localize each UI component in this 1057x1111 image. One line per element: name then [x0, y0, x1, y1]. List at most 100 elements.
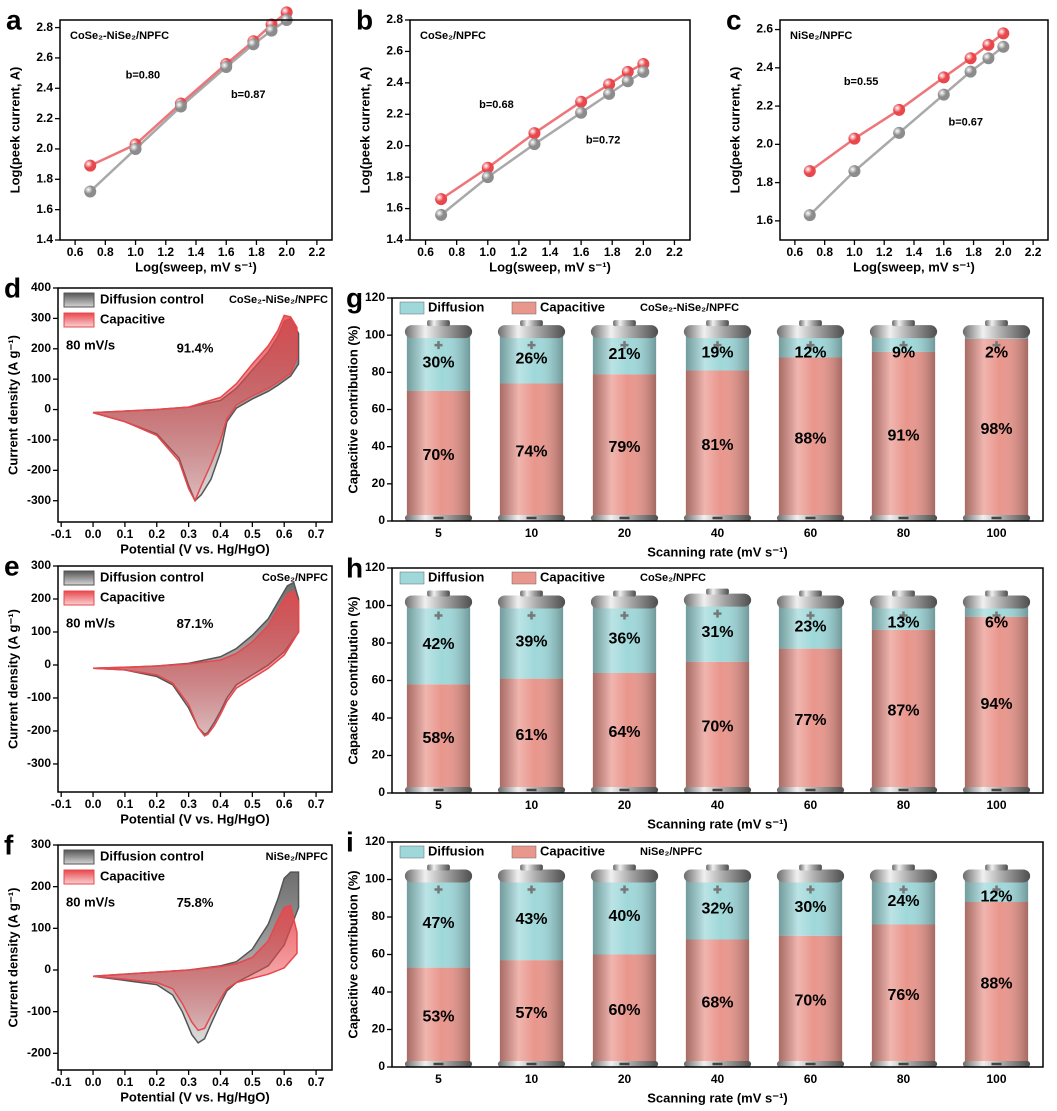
panel: c Log(sweep, mV s⁻¹) Log(peek current, A) 1… [726, 4, 1049, 274]
x-tick-label: 0.2 [148, 797, 165, 811]
x-tick-label: 2.2 [666, 245, 683, 259]
value-label: 26% [515, 351, 547, 368]
value-label: 61% [515, 727, 547, 744]
y-tick-label: -300 [27, 756, 51, 770]
value-label: 53% [422, 1009, 454, 1026]
legend-label: Capacitive [540, 299, 605, 314]
x-tick-label: 0.7 [308, 797, 325, 811]
plus-sign [992, 611, 1001, 620]
y-axis-title: Current density (A g⁻¹) [5, 888, 20, 1028]
data-point [964, 52, 977, 65]
panel: a Log(sweep, mV s⁻¹) Log(peek current, A) 1… [6, 4, 333, 274]
x-tick-label: 2.0 [635, 245, 652, 259]
y-tick-label: 2.6 [36, 50, 53, 64]
y-axis-title: Log(peek current, A) [7, 67, 22, 194]
value-label: 23% [794, 618, 826, 635]
legend-label: Diffusion control [100, 848, 204, 863]
value-label: 31% [701, 624, 733, 641]
battery-cap [869, 325, 938, 339]
x-tick-label: 100 [986, 1072, 1006, 1086]
battery-nub [706, 320, 729, 327]
plus-sign [527, 611, 536, 620]
legend-swatch [399, 301, 425, 315]
plot-frame [391, 297, 1044, 522]
y-tick-label: 300 [31, 311, 51, 325]
x-tick-label: 0.4 [212, 527, 229, 541]
y-tick-label: -100 [27, 690, 51, 704]
battery-shine [592, 605, 657, 793]
battery-cap [497, 595, 566, 609]
percentage: 91.4% [177, 340, 214, 355]
x-axis-title: Log(sweep, mV s⁻¹) [853, 259, 975, 274]
cv-area [93, 589, 300, 737]
y-tick-label: 2.2 [756, 98, 773, 112]
x-tick-label: 1.6 [573, 245, 590, 259]
y-tick-label: 0 [44, 657, 51, 671]
y-axis-title: Current density (A g⁻¹) [5, 335, 20, 475]
x-tick-label: 0.1 [117, 797, 134, 811]
x-tick-label: 0.5 [244, 527, 261, 541]
x-tick-label: 1.0 [846, 245, 863, 259]
y-tick-label: 1.4 [386, 232, 403, 246]
plot-frame [391, 567, 1044, 794]
battery-cap [497, 325, 566, 339]
x-tick-label: 20 [618, 526, 632, 540]
battery-nub [985, 864, 1008, 871]
plus-sign [806, 341, 815, 350]
data-point [481, 171, 494, 184]
value-label: 94% [980, 696, 1012, 713]
battery-nub [706, 864, 729, 871]
percentage: 87.1% [177, 616, 214, 631]
x-axis-title: Log(sweep, mV s⁻¹) [489, 259, 611, 274]
battery-cap [776, 595, 845, 609]
scan-rate: 80 mV/s [66, 337, 115, 352]
value-label: 39% [515, 633, 547, 650]
x-axis-title: Scanning rate (mV s⁻¹) [647, 1090, 788, 1105]
x-tick-label: 0.3 [180, 797, 197, 811]
data-point [937, 71, 950, 84]
battery-nub [799, 590, 822, 597]
x-tick-label: 1.8 [248, 245, 265, 259]
value-label: 91% [887, 428, 919, 445]
legend-swatch [63, 849, 95, 865]
plus-sign [620, 885, 629, 894]
battery-shine [964, 605, 1029, 793]
y-tick-label: 20 [372, 748, 386, 762]
battery-nub [892, 590, 915, 597]
chart-title: CoSe₂/NPFC [420, 30, 486, 42]
y-tick-label: 0 [44, 402, 51, 416]
battery-nub [985, 320, 1008, 327]
legend-swatch [399, 571, 425, 585]
panel: e Potential (V vs. Hg/HgO) Current density… [4, 550, 333, 826]
battery-cap [590, 595, 659, 609]
data-point [481, 161, 494, 174]
data-point [997, 27, 1010, 40]
battery-shine [871, 605, 936, 793]
value-label: 70% [422, 447, 454, 464]
x-tick-label: -0.1 [51, 1075, 72, 1089]
legend-swatch [63, 869, 95, 885]
value-label: 30% [422, 354, 454, 371]
data-point [621, 65, 634, 78]
data-point [174, 100, 187, 113]
y-axis-title: Capacitive contribution (%) [345, 870, 360, 1038]
legend-label: Diffusion [428, 569, 484, 584]
x-tick-label: 1.4 [906, 245, 923, 259]
panel: h Scanning rate (mV s⁻¹) Capacitive contri… [345, 552, 1044, 831]
data-point [603, 87, 616, 100]
y-tick-label: 40 [372, 984, 386, 998]
data-point [893, 126, 906, 139]
y-tick-label: 2.6 [386, 44, 403, 58]
value-label: 6% [985, 615, 1008, 632]
battery-cap [590, 325, 659, 339]
chart-title: CoSe₂/NPFC [640, 572, 706, 584]
x-tick-label: 60 [804, 526, 818, 540]
x-axis-title: Scanning rate (mV s⁻¹) [647, 816, 788, 831]
value-label: 87% [887, 703, 919, 720]
x-tick-label: 0.6 [276, 797, 293, 811]
x-tick-label: 0.0 [85, 797, 102, 811]
y-tick-label: 0 [378, 785, 385, 799]
x-tick-label: 5 [435, 798, 442, 812]
data-point [435, 193, 448, 206]
y-tick-label: 2.4 [756, 60, 773, 74]
